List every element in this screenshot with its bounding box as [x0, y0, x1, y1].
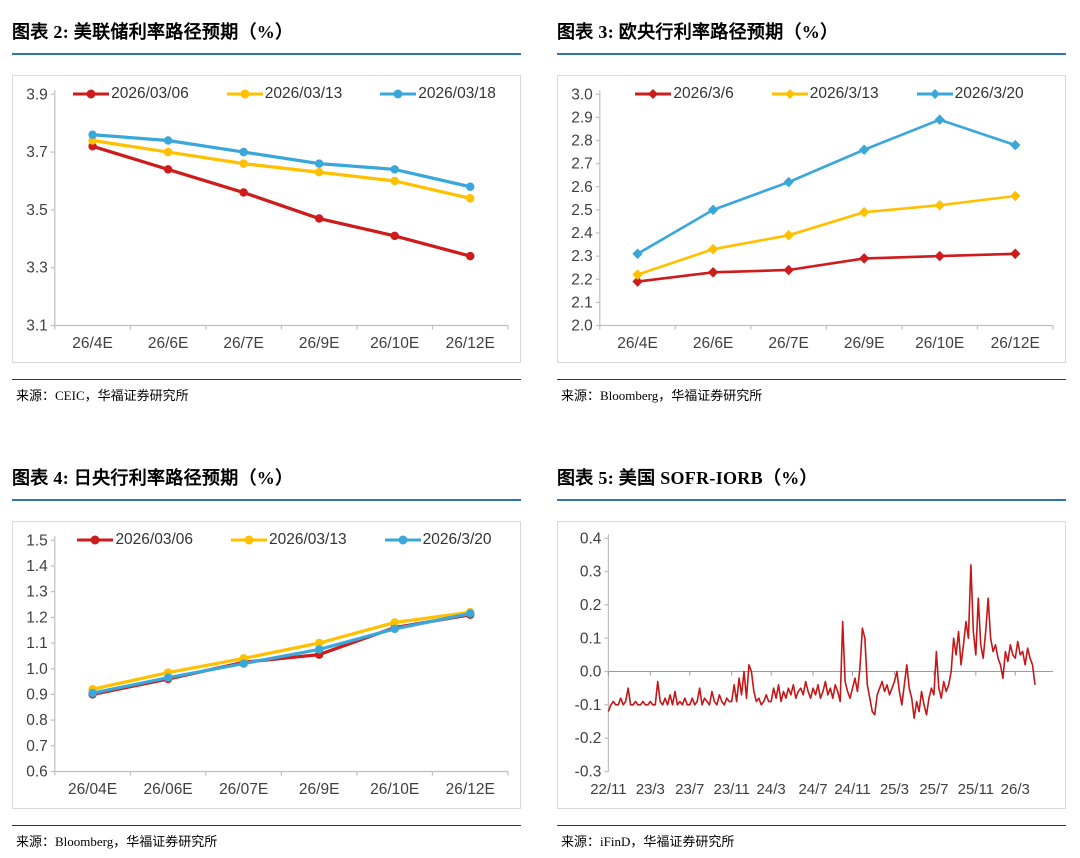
chart-canvas: 3.9 3.7 3.5 3.3 3.1 26/4E 26/6E 26/7E 26/9E 26/10…: [26, 86, 509, 352]
svg-text:26/6E: 26/6E: [148, 335, 189, 352]
svg-text:26/10E: 26/10E: [370, 335, 419, 352]
ecb-rate-chart: 3.0 2.9 2.8 2.7 2.6 2.5 2.4 2.3 2.2 2.1 2.0 26/4E 26…: [557, 75, 1066, 363]
svg-text:3.0: 3.0: [571, 86, 593, 103]
chart-canvas: 3.0 2.9 2.8 2.7 2.6 2.5 2.4 2.3 2.2 2.1 2.0 26/4E 26…: [571, 86, 1054, 352]
svg-text:25/11: 25/11: [958, 781, 994, 798]
svg-text:2.2: 2.2: [571, 271, 593, 288]
svg-text:2.0: 2.0: [571, 317, 593, 334]
svg-text:25/3: 25/3: [880, 781, 909, 798]
svg-text:0.2: 0.2: [580, 597, 602, 614]
svg-text:3.9: 3.9: [26, 86, 48, 103]
svg-text:2.4: 2.4: [571, 225, 593, 242]
svg-text:1.2: 1.2: [26, 609, 48, 626]
svg-text:24/11: 24/11: [834, 781, 870, 798]
svg-text:25/7: 25/7: [919, 781, 948, 798]
svg-text:2.7: 2.7: [571, 156, 593, 173]
svg-text:0.4: 0.4: [580, 530, 602, 547]
svg-text:24/7: 24/7: [798, 781, 827, 798]
svg-text:2.3: 2.3: [571, 248, 593, 265]
svg-text:1.4: 1.4: [26, 558, 48, 575]
svg-text:0.0: 0.0: [580, 663, 602, 680]
svg-text:0.6: 0.6: [26, 763, 48, 780]
svg-text:1.1: 1.1: [26, 635, 48, 652]
svg-text:26/10E: 26/10E: [370, 781, 419, 798]
svg-text:2.6: 2.6: [571, 179, 593, 196]
svg-text:26/07E: 26/07E: [219, 781, 268, 798]
svg-text:2.8: 2.8: [571, 132, 593, 149]
sofr-iorb-chart: 0.4 0.3 0.2 0.1 0.0 -0.1 -0.2 -0.3 22/11 23/3 23/7…: [557, 521, 1066, 809]
svg-text:24/3: 24/3: [757, 781, 786, 798]
fed-rate-chart: 3.9 3.7 3.5 3.3 3.1 26/4E 26/6E 26/7E 26/9E 26/10…: [12, 75, 521, 363]
svg-text:23/3: 23/3: [636, 781, 665, 798]
panel-sofr-iorb: 图表 5: 美国 SOFR-IORB（%） 0.4 0.3 0.2 0.1 0.0 -0.…: [557, 456, 1066, 850]
svg-text:0.7: 0.7: [26, 738, 48, 755]
svg-text:26/3: 26/3: [1001, 781, 1030, 798]
chart-canvas: 0.4 0.3 0.2 0.1 0.0 -0.1 -0.2 -0.322/11 23/3 23/7…: [575, 530, 1053, 798]
svg-text:26/12E: 26/12E: [991, 335, 1040, 352]
panel-ecb-rate: 图表 3: 欧央行利率路径预期（%） 3.0 2.9 2.8 2.7 2.6 2.5 2.4…: [557, 10, 1066, 404]
svg-text:-0.1: -0.1: [575, 697, 602, 714]
svg-text:26/9E: 26/9E: [299, 781, 340, 798]
ecb-chart-title: 图表 3: 欧央行利率路径预期（%）: [557, 10, 1066, 55]
svg-text:2.9: 2.9: [571, 109, 593, 126]
svg-text:26/4E: 26/4E: [617, 335, 658, 352]
sofr-chart-source: 来源：iFinD，华福证券研究所: [557, 825, 1066, 850]
svg-text:3.7: 3.7: [26, 144, 48, 161]
panel-fed-rate: 图表 2: 美联储利率路径预期（%） 3.9 3.7 3.5 3.3 3.1 26/4E 2…: [12, 10, 521, 404]
boj-rate-chart: 1.5 1.4 1.3 1.2 1.1 1.0 0.9 0.8 0.7 0.6 26/04E 26/0…: [12, 521, 521, 809]
fed-chart-title: 图表 2: 美联储利率路径预期（%）: [12, 10, 521, 55]
svg-text:22/11: 22/11: [590, 781, 626, 798]
svg-text:26/7E: 26/7E: [223, 335, 264, 352]
ecb-chart-source: 来源：Bloomberg，华福证券研究所: [557, 379, 1066, 404]
svg-text:0.9: 0.9: [26, 686, 48, 703]
svg-text:2.1: 2.1: [571, 294, 593, 311]
svg-text:23/7: 23/7: [675, 781, 704, 798]
svg-text:26/12E: 26/12E: [446, 781, 495, 798]
sofr-chart-title: 图表 5: 美国 SOFR-IORB（%）: [557, 456, 1066, 501]
boj-chart-title: 图表 4: 日央行利率路径预期（%）: [12, 456, 521, 501]
svg-text:-0.3: -0.3: [575, 763, 602, 780]
panel-boj-rate: 图表 4: 日央行利率路径预期（%） 1.5 1.4 1.3 1.2 1.1 1.0 0.9…: [12, 456, 521, 850]
svg-text:26/04E: 26/04E: [68, 781, 117, 798]
svg-text:26/12E: 26/12E: [446, 335, 495, 352]
svg-text:26/6E: 26/6E: [693, 335, 734, 352]
svg-text:3.3: 3.3: [26, 260, 48, 277]
svg-text:3.5: 3.5: [26, 202, 48, 219]
svg-text:-0.2: -0.2: [575, 730, 602, 747]
svg-text:0.8: 0.8: [26, 712, 48, 729]
chart-canvas: 1.5 1.4 1.3 1.2 1.1 1.0 0.9 0.8 0.7 0.6 26/04E 26/0…: [26, 532, 509, 798]
fed-chart-source: 来源：CEIC，华福证券研究所: [12, 379, 521, 404]
svg-text:26/9E: 26/9E: [299, 335, 340, 352]
svg-text:2.5: 2.5: [571, 202, 593, 219]
svg-text:26/4E: 26/4E: [72, 335, 113, 352]
svg-text:23/11: 23/11: [713, 781, 749, 798]
svg-text:26/9E: 26/9E: [844, 335, 885, 352]
svg-text:3.1: 3.1: [26, 317, 48, 334]
svg-text:1.0: 1.0: [26, 661, 48, 678]
svg-text:0.1: 0.1: [580, 630, 602, 647]
svg-text:0.3: 0.3: [580, 564, 602, 581]
svg-text:1.3: 1.3: [26, 584, 48, 601]
svg-text:26/7E: 26/7E: [768, 335, 809, 352]
boj-chart-source: 来源：Bloomberg，华福证券研究所: [12, 825, 521, 850]
svg-text:26/10E: 26/10E: [915, 335, 964, 352]
svg-text:1.5: 1.5: [26, 532, 48, 549]
svg-text:26/06E: 26/06E: [144, 781, 193, 798]
